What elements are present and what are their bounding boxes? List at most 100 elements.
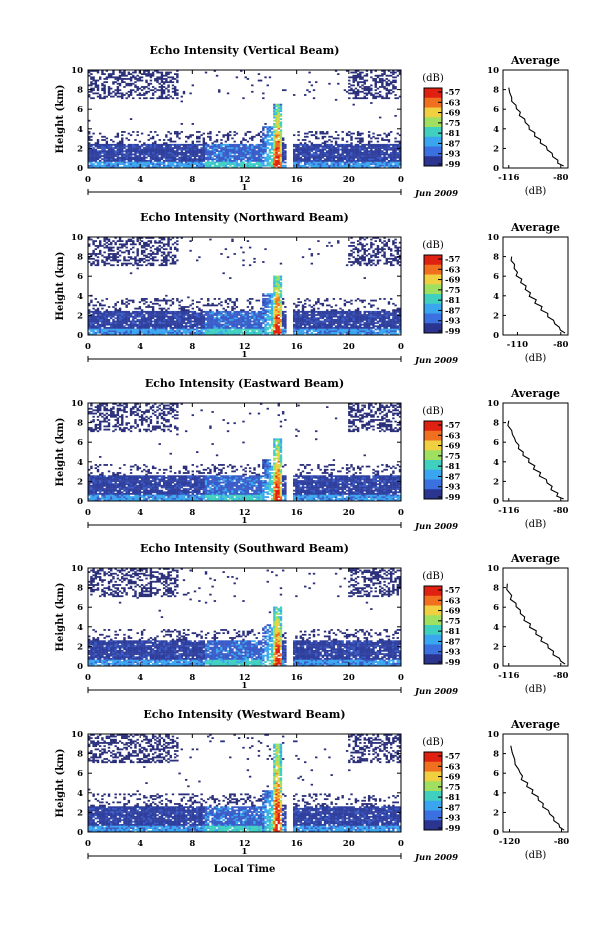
heatmap-cell [207, 302, 210, 305]
heatmap-cell [378, 147, 382, 149]
heatmap-cell [275, 110, 278, 112]
heatmap-cell [88, 156, 91, 159]
heatmap-cell [154, 158, 157, 161]
heatmap-cell [191, 320, 195, 323]
heatmap-cell [277, 158, 280, 161]
heatmap-cell [121, 148, 124, 151]
heatmap-cell [348, 155, 351, 157]
heatmap-cell [176, 81, 179, 84]
heatmap-cell [176, 299, 179, 302]
heatmap-cell [112, 140, 115, 143]
heatmap-cell [372, 79, 375, 82]
heatmap-cell [343, 150, 347, 153]
heatmap-cell [308, 153, 311, 156]
heatmap-cell [273, 114, 276, 117]
heatmap-cell [96, 256, 100, 259]
heatmap-cell [220, 148, 223, 151]
heatmap-cell [140, 94, 144, 96]
heatmap-cell [176, 298, 179, 300]
heatmap-cell [356, 73, 360, 76]
heatmap-cell [125, 331, 128, 334]
heatmap-cell [363, 150, 366, 153]
heatmap-cell [262, 330, 265, 332]
heatmap-cell [88, 312, 91, 315]
heatmap-cell [279, 309, 283, 312]
heatmap-cell [147, 145, 150, 148]
heatmap-cell [213, 164, 217, 167]
heatmap-cell [103, 143, 106, 146]
heatmap-cell [121, 142, 124, 145]
heatmap-cell [339, 156, 342, 159]
heatmap-cell [136, 145, 139, 148]
heatmap-cell [348, 86, 351, 88]
heatmap-cell [160, 331, 164, 334]
heatmap-cell [116, 76, 120, 79]
heatmap-cell [213, 304, 217, 307]
heatmap-cell [162, 310, 166, 313]
heatmap-cell [231, 331, 234, 334]
heatmap-cell [184, 325, 188, 328]
heatmap-cell [356, 163, 360, 165]
heatmap-cell [372, 97, 375, 100]
heatmap-cell [387, 163, 391, 165]
heatmap-cell [270, 151, 274, 154]
heatmap-cell [125, 82, 128, 85]
heatmap-cell [200, 134, 203, 137]
heatmap-cell [275, 302, 278, 305]
heatmap-cell [337, 164, 340, 167]
heatmap-cell [116, 331, 120, 334]
heatmap-cell [378, 159, 382, 162]
heatmap-cell [277, 118, 280, 120]
heatmap-cell [299, 326, 303, 329]
heatmap-cell [297, 320, 300, 323]
heatmap-cell [162, 159, 166, 162]
heatmap-cell [191, 150, 195, 153]
heatmap-cell [110, 317, 113, 320]
heatmap-cell [297, 304, 300, 307]
heatmap-cell [310, 143, 314, 146]
heatmap-cell [341, 139, 344, 141]
heatmap-cell [312, 134, 316, 137]
heatmap-cell [332, 159, 336, 162]
heatmap-cell [103, 314, 106, 316]
heatmap-cell [107, 153, 111, 156]
heatmap-cell [96, 331, 100, 334]
heatmap-cell [151, 330, 155, 332]
heatmap-cell [149, 163, 153, 165]
heatmap-cell [262, 328, 265, 331]
heatmap-cell [169, 317, 172, 320]
heatmap-cell [215, 161, 219, 164]
heatmap-cell [246, 78, 250, 80]
x-tick-label: 4 [137, 175, 143, 185]
heatmap-cell [396, 159, 399, 162]
heatmap-cell [385, 164, 388, 167]
heatmap-cell [103, 322, 106, 324]
heatmap-cell [337, 159, 340, 162]
heatmap-cell [352, 155, 355, 157]
heatmap-cell [90, 333, 93, 336]
heatmap-cell [339, 164, 342, 167]
heatmap-cell [321, 161, 325, 164]
heatmap-cell [257, 310, 261, 313]
heatmap-cell [140, 150, 144, 153]
heatmap-cell [248, 325, 252, 328]
heatmap-cell [127, 302, 131, 305]
heatmap-cell [359, 73, 362, 76]
heatmap-cell [134, 145, 137, 148]
heatmap-cell [101, 322, 104, 324]
heatmap-cell [213, 330, 217, 332]
heatmap-cell [270, 323, 274, 326]
heatmap-cell [103, 264, 106, 267]
heatmap-cell [171, 323, 175, 326]
heatmap-cell [125, 151, 128, 154]
heatmap-cell [279, 118, 283, 120]
heatmap-cell [253, 312, 256, 315]
heatmap-cell [334, 151, 338, 154]
heatmap-cell [279, 166, 283, 169]
heatmap-cell [112, 158, 115, 161]
heatmap-cell [224, 309, 228, 312]
heatmap-cell [211, 328, 214, 331]
heatmap-cell [121, 95, 124, 98]
heatmap-cell [237, 322, 241, 324]
heatmap-cell [138, 145, 142, 148]
